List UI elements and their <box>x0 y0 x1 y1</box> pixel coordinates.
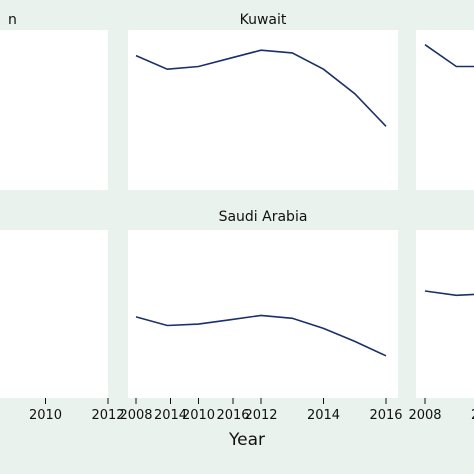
panel-plot-area <box>128 30 398 190</box>
panels-layer: n Kuwait Saudi Arabia <box>0 8 474 398</box>
panel-strip <box>416 205 474 227</box>
panel-strip <box>0 8 108 30</box>
series-line <box>135 314 387 357</box>
x-tick-label: 2014 <box>307 408 340 423</box>
x-tick-label: 2008 <box>408 408 441 423</box>
panel <box>416 205 474 398</box>
panel <box>416 8 474 190</box>
panel-strip <box>0 205 108 227</box>
x-axis-title: Year <box>228 430 265 450</box>
panel-title: Kuwait <box>240 12 287 28</box>
panel-plot-area <box>0 30 108 190</box>
panel-strip <box>128 205 398 227</box>
x-tick-label: 2012 <box>91 408 124 423</box>
panel-strip <box>416 8 474 30</box>
series-line <box>135 49 387 127</box>
x-tick-label: 2016 <box>369 408 402 423</box>
x-tick-label: 2012 <box>244 408 277 423</box>
x-tick-label: 2014 <box>154 408 187 423</box>
panel-title: n <box>8 12 17 28</box>
x-tick-labels: 2008 2010 2012 2014 2016 2008 2010 2012 2014 2016… <box>29 398 474 423</box>
panel: n <box>0 8 108 190</box>
panel: Kuwait <box>128 8 398 190</box>
x-tick-label: 2010 <box>471 408 474 423</box>
panel-title: Saudi Arabia <box>219 209 308 225</box>
panel-plot-area <box>416 230 474 398</box>
x-tick-label: 2010 <box>29 408 62 423</box>
series-line <box>424 44 474 68</box>
panel-plot-area <box>0 230 108 398</box>
series-line <box>424 290 474 297</box>
panel: Saudi Arabia <box>128 205 398 398</box>
x-tick-label: 2010 <box>182 408 215 423</box>
x-tick-label: 2008 <box>119 408 152 423</box>
panel <box>0 205 108 398</box>
x-tick-label: 2016 <box>216 408 249 423</box>
panel-strip <box>128 8 398 30</box>
panel-plot-area <box>128 230 398 398</box>
panel-plot-area <box>416 30 474 190</box>
